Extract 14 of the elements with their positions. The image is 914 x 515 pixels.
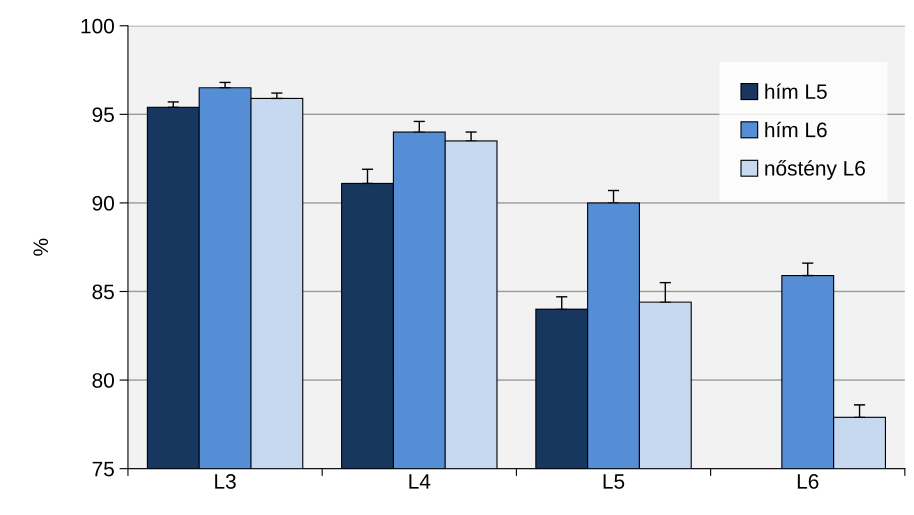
x-tick-label: L3 (215, 474, 236, 489)
legend-label: nőstény L6 (765, 160, 865, 180)
y-tick-label: 90 (92, 196, 114, 211)
y-tick-label: 100 (82, 18, 114, 34)
y-tick-label: 85 (92, 284, 114, 300)
x-tick-label: L4 (409, 474, 430, 489)
x-tick-label: L5 (604, 474, 624, 489)
y-tick-label: 95 (92, 107, 114, 122)
y-axis-title: % (33, 238, 48, 256)
x-tick-label: L6 (798, 474, 818, 489)
legend-label: hím L5 (765, 83, 827, 99)
y-tick-label: 75 (92, 462, 114, 476)
y-tick-label: 80 (92, 373, 114, 388)
legend-label: hím L6 (765, 122, 827, 138)
